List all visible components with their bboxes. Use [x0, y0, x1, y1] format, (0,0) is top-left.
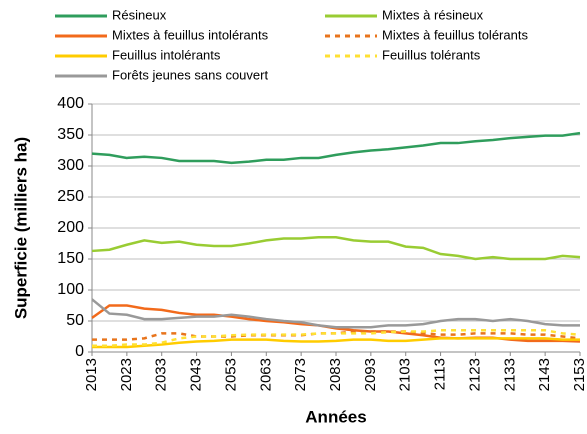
x-tick-label: 2033	[153, 358, 170, 391]
y-tick-label: 0	[75, 343, 84, 360]
legend-label: Mixtes à feuillus tolérants	[382, 27, 528, 42]
x-tick-label: 2143	[536, 358, 553, 391]
x-tick-label: 2123	[466, 358, 483, 391]
y-tick-label: 200	[57, 219, 84, 236]
series-line	[92, 329, 581, 348]
y-tick-label: 100	[57, 281, 84, 298]
y-tick-label: 150	[57, 250, 84, 267]
x-tick-label: 2133	[501, 358, 518, 391]
x-tick-label: 2043	[188, 358, 205, 391]
y-tick-label: 350	[57, 126, 84, 143]
x-tick-label: 2113	[432, 358, 449, 390]
y-tick-label: 50	[66, 312, 84, 329]
x-tick-label: 2053	[222, 358, 239, 391]
series-line	[91, 298, 580, 329]
y-tick-label: 400	[57, 95, 84, 112]
series-line	[91, 131, 581, 165]
x-tick-label: 2063	[257, 358, 274, 391]
y-axis-title: Superficie (milliers ha)	[11, 137, 30, 319]
series-line	[92, 337, 580, 349]
y-tick-label: 250	[57, 188, 84, 205]
x-tick-label: 2083	[327, 358, 344, 391]
legend-label: Feuillus tolérants	[382, 47, 481, 62]
x-tick-label: 2013	[83, 358, 100, 391]
x-axis-title: Années	[305, 407, 366, 426]
legend-label: Résineux	[112, 7, 167, 22]
legend-label: Mixtes à feuillus intolérants	[112, 27, 269, 42]
x-tick-label: 2153	[571, 358, 587, 391]
series-line	[91, 236, 581, 261]
series-line	[92, 330, 581, 341]
y-tick-label: 300	[57, 157, 84, 174]
legend-label: Forêts jeunes sans couvert	[112, 67, 268, 82]
legend-label: Mixtes à résineux	[382, 7, 484, 22]
series-line	[91, 304, 581, 343]
x-tick-label: 2073	[292, 358, 309, 391]
x-tick-label: 2023	[118, 358, 135, 391]
x-tick-label: 2103	[397, 358, 414, 391]
x-tick-label: 2093	[362, 358, 379, 391]
legend-label: Feuillus intolérants	[112, 47, 221, 62]
